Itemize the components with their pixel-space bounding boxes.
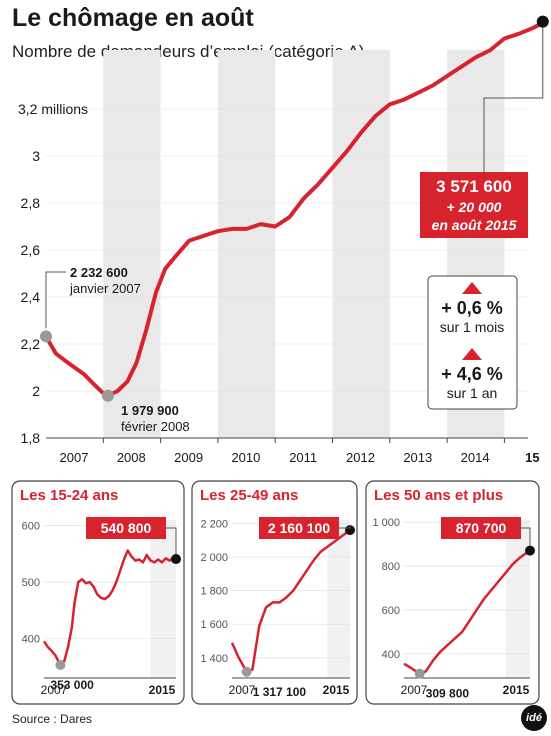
min-label-line: 1 979 900 bbox=[121, 403, 179, 418]
y-tick-label: 2,4 bbox=[21, 289, 41, 305]
start-label-line: 2 232 600 bbox=[70, 265, 128, 280]
x-tick-label: 2007 bbox=[229, 683, 256, 697]
series-line bbox=[230, 529, 351, 674]
y-tick-labels: 1,8 2 2,2 2,4 2,6 2,8 3 3,2 millions bbox=[18, 101, 88, 446]
stats-frame bbox=[427, 275, 518, 410]
stat-value: + 4,6 % bbox=[441, 364, 503, 384]
y-tick-label: 400 bbox=[382, 649, 400, 661]
last-point bbox=[171, 554, 181, 565]
start-point bbox=[40, 330, 52, 343]
x-tick-label: 2015 bbox=[323, 683, 350, 697]
panel-band bbox=[150, 520, 176, 678]
min-point bbox=[101, 389, 114, 402]
x-tick-labels: 2007 2008 2009 2010 2011 2012 2013 2014 15 bbox=[60, 438, 540, 465]
panel-title: Les 25-49 ans bbox=[200, 487, 298, 504]
min-point bbox=[414, 668, 425, 679]
year-band bbox=[332, 50, 390, 438]
y-tick-label: 600 bbox=[382, 605, 400, 617]
start-leader bbox=[45, 271, 66, 329]
x-tick-label: 2015 bbox=[149, 683, 176, 697]
y-tick-label: 1,8 bbox=[21, 430, 41, 446]
panel-band bbox=[505, 520, 530, 678]
y-tick-label: 600 bbox=[22, 521, 40, 533]
panel-1: Les 15-24 ans 400 500 600 2007 2015 353 000 540… bbox=[11, 480, 185, 705]
y-tick-label: 500 bbox=[22, 577, 40, 589]
start-label-line: janvier 2007 bbox=[69, 281, 141, 296]
last-value-box bbox=[441, 517, 521, 539]
y-tick-label: 1 800 bbox=[200, 586, 228, 598]
y-tick-label: 800 bbox=[382, 561, 400, 573]
x-tick-label: 2011 bbox=[289, 450, 317, 465]
up-arrow-icon bbox=[462, 282, 482, 294]
x-tick-label: 2009 bbox=[174, 450, 203, 465]
y-tick-label: 400 bbox=[22, 634, 40, 646]
y-tick-label: 1 600 bbox=[200, 619, 228, 631]
x-tick-label: 2007 bbox=[60, 450, 89, 465]
panel-3: Les 50 ans et plus 400 600 800 1 000 2007 2015… bbox=[365, 480, 540, 705]
last-change: + 20 000 bbox=[447, 199, 502, 215]
last-leader bbox=[166, 527, 177, 555]
x-tick-label: 15 bbox=[525, 450, 539, 465]
x-tick-label: 2008 bbox=[117, 450, 146, 465]
last-value: 870 700 bbox=[456, 520, 507, 536]
y-tick-label: 2,6 bbox=[21, 242, 41, 258]
y-tick-label: 1 000 bbox=[372, 517, 400, 529]
x-tick-label: 2013 bbox=[403, 450, 432, 465]
x-tick-label: 2010 bbox=[231, 450, 260, 465]
year-band bbox=[103, 50, 161, 438]
panel-title: Les 15-24 ans bbox=[20, 487, 118, 504]
stat-period: sur 1 mois bbox=[440, 319, 505, 335]
panel-2: Les 25-49 ans 1 400 1 600 1 800 2 000 2 200 20… bbox=[191, 480, 358, 705]
x-tick-label: 2015 bbox=[503, 683, 530, 697]
stats-box: + 0,6 %sur 1 mois + 4,6 %sur 1 an bbox=[427, 275, 518, 410]
last-value-box bbox=[259, 517, 339, 539]
last-value-box bbox=[420, 172, 528, 238]
stat-value: + 0,6 % bbox=[441, 298, 503, 318]
y-tick-label: 3,2 millions bbox=[18, 101, 88, 117]
panel-title: Les 50 ans et plus bbox=[374, 487, 503, 504]
min-label: 1 317 100 bbox=[253, 685, 307, 699]
last-point bbox=[536, 15, 549, 28]
chart-subtitle: Nombre de demandeurs d’emploi (catégorie… bbox=[12, 42, 365, 61]
last-value: 2 160 100 bbox=[268, 520, 330, 536]
y-tick-label: 2,8 bbox=[21, 195, 41, 211]
y-tick-label: 2 200 bbox=[200, 518, 228, 530]
publisher-logo: idé bbox=[521, 705, 547, 731]
last-leader bbox=[339, 525, 351, 529]
min-label: 353 000 bbox=[50, 678, 94, 692]
y-tick-label: 1 400 bbox=[200, 653, 228, 665]
min-point bbox=[241, 666, 252, 677]
last-date: en août 2015 bbox=[432, 217, 517, 233]
min-point bbox=[55, 660, 66, 671]
x-tick-label: 2007 bbox=[401, 683, 428, 697]
x-tick-label: 2007 bbox=[41, 683, 68, 697]
chart-title: Le chômage en août bbox=[12, 4, 254, 32]
series-line bbox=[42, 549, 177, 667]
x-tick-label: 2012 bbox=[346, 450, 375, 465]
y-tick-label: 3 bbox=[32, 148, 40, 164]
source-note: Source : Dares bbox=[12, 712, 93, 726]
last-value: 540 800 bbox=[101, 520, 152, 536]
last-point bbox=[525, 545, 535, 556]
y-tick-label: 2 000 bbox=[200, 552, 228, 564]
y-tick-label: 2,2 bbox=[21, 336, 41, 352]
stat-period: sur 1 an bbox=[447, 385, 498, 401]
panel-band bbox=[327, 520, 350, 678]
series-line bbox=[403, 549, 531, 675]
year-band bbox=[217, 50, 276, 438]
last-leader bbox=[483, 27, 544, 172]
up-arrow-icon bbox=[462, 348, 482, 360]
min-label: 309 800 bbox=[426, 687, 470, 701]
last-value-box bbox=[86, 517, 166, 539]
x-tick-label: 2014 bbox=[461, 450, 490, 465]
last-value: 3 571 600 bbox=[436, 177, 512, 196]
min-label-line: février 2008 bbox=[121, 419, 190, 434]
last-leader bbox=[521, 527, 531, 546]
y-tick-label: 2 bbox=[32, 383, 40, 399]
